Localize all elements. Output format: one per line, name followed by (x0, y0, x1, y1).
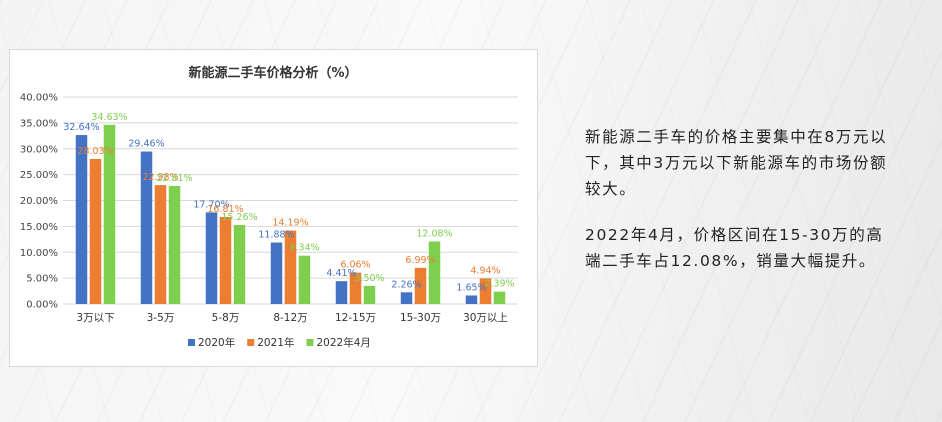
bar (140, 151, 153, 304)
data-label: 22.98% (142, 172, 178, 183)
category-label: 8-12万 (273, 312, 307, 324)
data-label: 22.81% (156, 173, 192, 184)
side-description: 新能源二手车的价格主要集中在8万元以下，其中3万元以下新能源车的市场份额较大。 … (585, 124, 895, 294)
legend-label: 2021年 (257, 336, 294, 349)
description-paragraph-1: 新能源二手车的价格主要集中在8万元以下，其中3万元以下新能源车的市场份额较大。 (585, 128, 888, 198)
data-label: 28.03% (77, 146, 113, 157)
y-tick-label: 35.00% (20, 118, 58, 129)
chart-title: 新能源二手车价格分析（%） (188, 65, 357, 81)
chart-card: 新能源二手车价格分析（%） 0.00% 5.00% 10.00% 15.00% 20.0… (9, 49, 538, 367)
bar (219, 217, 232, 304)
category-label: 5-8万 (212, 312, 240, 324)
bar (363, 285, 376, 304)
legend-swatch (188, 339, 195, 346)
data-label: 14.19% (272, 218, 308, 229)
bar (270, 242, 283, 304)
data-label: 4.41% (326, 268, 356, 279)
y-tick-label: 30.00% (20, 144, 58, 155)
bars (75, 124, 506, 304)
legend-label: 2022年4月 (316, 336, 370, 349)
y-tick-label: 40.00% (20, 93, 58, 104)
bar (75, 135, 88, 304)
data-label: 17.70% (193, 199, 229, 210)
bar (233, 225, 246, 304)
data-label: 15.26% (221, 212, 257, 223)
data-label: 4.94% (470, 265, 500, 276)
bar (414, 267, 427, 304)
data-labels: 32.64% 28.03% 34.63% 29.46% 22.98%22.81% 17.7… (63, 112, 514, 294)
bar (298, 255, 311, 304)
bar (103, 124, 116, 304)
data-label: 32.64% (63, 122, 99, 133)
bar (89, 158, 102, 304)
bar (428, 241, 441, 304)
y-tick-label: 10.00% (20, 248, 58, 259)
bar (284, 230, 297, 304)
y-tick-label: 15.00% (20, 222, 58, 233)
y-tick-label: 25.00% (20, 170, 58, 181)
price-analysis-chart: 新能源二手车价格分析（%） 0.00% 5.00% 10.00% 15.00% 20.0… (20, 65, 518, 349)
bar (465, 295, 478, 304)
bar (400, 292, 413, 304)
bar (493, 291, 506, 304)
category-label: 15-30万 (400, 312, 441, 324)
data-label: 3.50% (354, 273, 384, 284)
legend-swatch (306, 339, 314, 346)
legend-swatch (247, 339, 255, 346)
data-label: 2.39% (484, 279, 514, 290)
bar (154, 185, 167, 304)
data-label: 2.26% (391, 279, 421, 290)
bar (349, 272, 362, 304)
data-label: 1.65% (456, 282, 486, 293)
data-label: 16.81% (207, 204, 243, 215)
data-label: 29.46% (128, 139, 164, 150)
bar (335, 281, 348, 304)
category-label: 3-5万 (147, 312, 175, 324)
category-label: 12-15万 (335, 312, 376, 324)
data-label: 6.99% (405, 255, 435, 266)
data-label: 34.63% (91, 112, 127, 123)
legend-label: 2020年 (198, 336, 235, 349)
bar (168, 185, 181, 304)
y-tick-label: 5.00% (26, 274, 58, 285)
category-label: 30万以上 (463, 312, 508, 324)
data-label: 9.34% (289, 243, 319, 254)
y-axis-ticks: 0.00% 5.00% 10.00% 15.00% 20.00% 25.00% 30.00%… (20, 93, 58, 311)
y-tick-label: 20.00% (20, 196, 58, 207)
bar (205, 212, 218, 304)
bar (479, 278, 492, 304)
category-label: 3万以下 (76, 312, 114, 324)
data-label: 12.08% (416, 228, 452, 239)
legend: 2020年 2021年 2022年4月 (188, 336, 371, 349)
description-paragraph-2: 2022年4月，价格区间在15-30万的高端二手车占12.08%，销量大幅提升。 (585, 226, 884, 270)
data-label: 6.06% (340, 260, 370, 271)
data-label: 11.88% (258, 230, 294, 241)
y-tick-label: 0.00% (26, 300, 58, 311)
category-labels: 3万以下 3-5万 5-8万 8-12万 12-15万 15-30万 30万以上 (76, 312, 508, 324)
